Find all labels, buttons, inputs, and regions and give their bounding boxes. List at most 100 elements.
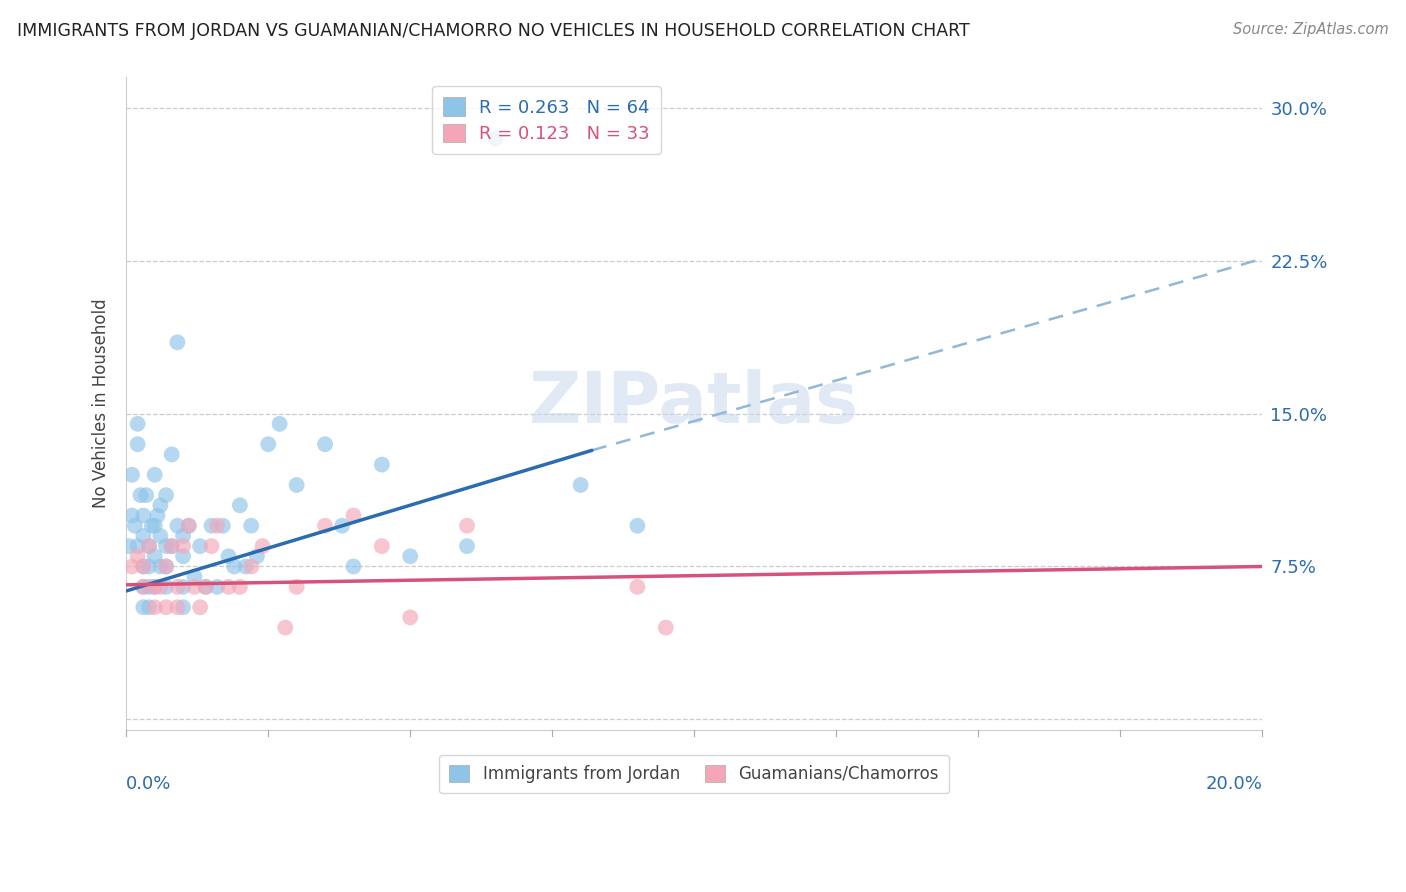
Point: [166, 518, 188, 533]
Point: [138, 580, 160, 594]
Point: [626, 518, 648, 533]
Point: [166, 335, 188, 350]
Point: [246, 549, 269, 564]
Point: [269, 417, 291, 431]
Point: [252, 539, 274, 553]
Text: 0.0%: 0.0%: [127, 775, 172, 793]
Point: [484, 131, 506, 145]
Point: [188, 539, 211, 553]
Point: [132, 600, 155, 615]
Point: [132, 559, 155, 574]
Point: [626, 580, 648, 594]
Point: [200, 539, 222, 553]
Point: [146, 508, 169, 523]
Point: [205, 518, 228, 533]
Point: [121, 467, 143, 482]
Point: [127, 437, 149, 451]
Point: [188, 600, 211, 615]
Point: [224, 559, 246, 574]
Point: [138, 600, 160, 615]
Point: [155, 580, 177, 594]
Point: [342, 559, 364, 574]
Text: ZIPatlas: ZIPatlas: [529, 369, 859, 438]
Point: [399, 549, 422, 564]
Point: [127, 539, 149, 553]
Point: [314, 518, 336, 533]
Text: IMMIGRANTS FROM JORDAN VS GUAMANIAN/CHAMORRO NO VEHICLES IN HOUSEHOLD CORRELATIO: IMMIGRANTS FROM JORDAN VS GUAMANIAN/CHAM…: [17, 22, 970, 40]
Point: [138, 539, 160, 553]
Legend: Immigrants from Jordan, Guamanians/Chamorros: Immigrants from Jordan, Guamanians/Chamo…: [440, 755, 949, 793]
Point: [240, 518, 263, 533]
Text: 20.0%: 20.0%: [1205, 775, 1263, 793]
Point: [143, 580, 166, 594]
Point: [330, 518, 353, 533]
Point: [183, 580, 205, 594]
Point: [138, 539, 160, 553]
Point: [177, 518, 200, 533]
Point: [172, 529, 194, 543]
Point: [135, 488, 157, 502]
Point: [160, 539, 183, 553]
Point: [143, 600, 166, 615]
Point: [143, 467, 166, 482]
Point: [127, 549, 149, 564]
Point: [183, 569, 205, 583]
Point: [132, 559, 155, 574]
Point: [149, 499, 172, 513]
Point: [118, 539, 141, 553]
Point: [132, 580, 155, 594]
Point: [194, 580, 217, 594]
Point: [149, 529, 172, 543]
Y-axis label: No Vehicles in Household: No Vehicles in Household: [93, 299, 110, 508]
Point: [155, 559, 177, 574]
Point: [274, 621, 297, 635]
Point: [371, 539, 394, 553]
Point: [218, 580, 240, 594]
Point: [172, 539, 194, 553]
Point: [155, 559, 177, 574]
Point: [218, 549, 240, 564]
Point: [172, 600, 194, 615]
Point: [127, 417, 149, 431]
Point: [132, 580, 155, 594]
Point: [143, 580, 166, 594]
Point: [143, 518, 166, 533]
Point: [155, 539, 177, 553]
Point: [456, 518, 478, 533]
Point: [132, 529, 155, 543]
Point: [160, 447, 183, 461]
Point: [143, 549, 166, 564]
Point: [160, 539, 183, 553]
Point: [371, 458, 394, 472]
Point: [121, 559, 143, 574]
Point: [132, 508, 155, 523]
Point: [399, 610, 422, 624]
Point: [240, 559, 263, 574]
Point: [205, 580, 228, 594]
Point: [166, 600, 188, 615]
Point: [172, 580, 194, 594]
Point: [166, 580, 188, 594]
Point: [124, 518, 146, 533]
Point: [149, 580, 172, 594]
Point: [129, 488, 152, 502]
Point: [285, 478, 308, 492]
Point: [177, 518, 200, 533]
Point: [194, 580, 217, 594]
Point: [149, 559, 172, 574]
Point: [200, 518, 222, 533]
Point: [285, 580, 308, 594]
Point: [235, 559, 257, 574]
Point: [172, 549, 194, 564]
Point: [655, 621, 678, 635]
Text: Source: ZipAtlas.com: Source: ZipAtlas.com: [1233, 22, 1389, 37]
Point: [569, 478, 592, 492]
Point: [141, 518, 163, 533]
Point: [229, 580, 252, 594]
Point: [257, 437, 280, 451]
Point: [121, 508, 143, 523]
Point: [211, 518, 233, 533]
Point: [456, 539, 478, 553]
Point: [155, 600, 177, 615]
Point: [155, 488, 177, 502]
